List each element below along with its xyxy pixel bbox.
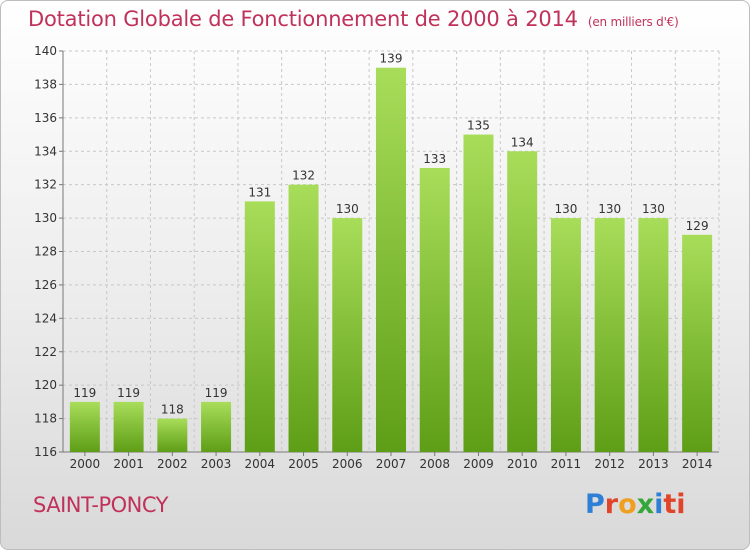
bar xyxy=(594,218,625,452)
y-tick-label: 138 xyxy=(34,77,57,91)
x-tick-label: 2014 xyxy=(682,457,713,471)
data-label: 119 xyxy=(73,386,96,400)
data-label: 135 xyxy=(467,119,490,133)
bar xyxy=(201,401,232,452)
bar xyxy=(376,67,406,452)
data-label: 129 xyxy=(686,219,709,233)
chart-title-text: Dotation Globale de Fonctionnement de 20… xyxy=(28,7,578,31)
bar xyxy=(419,167,450,453)
proxiti-logo: Proxiti xyxy=(585,489,686,520)
x-tick-label: 2007 xyxy=(376,457,407,471)
labels: 116 118 120 122 124 126 128 130 132 134 136 138 140 1… xyxy=(34,44,712,471)
bar xyxy=(682,234,713,452)
y-tick-label: 126 xyxy=(34,278,57,292)
x-tick-label: 2009 xyxy=(463,457,494,471)
x-tick-label: 2013 xyxy=(638,457,669,471)
y-tick-label: 124 xyxy=(34,311,57,325)
data-label: 132 xyxy=(292,169,315,183)
data-label: 119 xyxy=(205,386,228,400)
chart-title: Dotation Globale de Fonctionnement de 20… xyxy=(28,7,679,31)
logo-letter: x xyxy=(636,489,655,520)
x-tick-label: 2001 xyxy=(113,457,144,471)
x-tick-label: 2003 xyxy=(201,457,232,471)
y-tick-label: 134 xyxy=(34,144,57,158)
data-label: 119 xyxy=(117,386,140,400)
data-label: 133 xyxy=(423,152,446,166)
data-label: 130 xyxy=(336,202,359,216)
logo-letter: P xyxy=(585,489,605,520)
y-tick-label: 120 xyxy=(34,378,57,392)
bar xyxy=(157,418,188,452)
x-tick-label: 2002 xyxy=(157,457,188,471)
commune-name: SAINT-PONCY xyxy=(33,493,169,517)
x-tick-label: 2010 xyxy=(507,457,538,471)
logo-letter: ti xyxy=(663,489,686,520)
x-tick-label: 2011 xyxy=(551,457,582,471)
data-label: 130 xyxy=(554,202,577,216)
x-tick-label: 2005 xyxy=(288,457,319,471)
chart-unit: (en milliers d'€) xyxy=(587,15,679,29)
data-label: 130 xyxy=(642,202,665,216)
bar xyxy=(332,218,363,452)
bar xyxy=(69,401,100,452)
bar xyxy=(550,218,581,452)
x-tick-label: 2000 xyxy=(70,457,101,471)
data-label: 131 xyxy=(248,185,271,199)
bar xyxy=(113,401,144,452)
logo-letter: r xyxy=(604,489,619,520)
data-label: 118 xyxy=(161,403,184,417)
bar xyxy=(244,201,275,452)
y-tick-label: 130 xyxy=(34,211,57,225)
x-tick-label: 2006 xyxy=(332,457,363,471)
data-label: 130 xyxy=(598,202,621,216)
logo-letter: o xyxy=(618,489,637,520)
data-label: 134 xyxy=(511,135,534,149)
bars xyxy=(69,67,713,453)
y-tick-label: 118 xyxy=(34,412,57,426)
y-tick-label: 136 xyxy=(34,111,57,125)
x-tick-label: 2012 xyxy=(594,457,625,471)
bar xyxy=(463,134,494,452)
y-tick-label: 140 xyxy=(34,44,57,58)
y-tick-label: 122 xyxy=(34,345,57,359)
y-tick-label: 128 xyxy=(34,245,57,259)
bar xyxy=(288,184,319,452)
bar xyxy=(507,151,538,452)
bar xyxy=(638,218,669,452)
y-tick-label: 116 xyxy=(34,445,57,459)
logo-letter: i xyxy=(654,489,664,520)
x-tick-label: 2008 xyxy=(419,457,450,471)
x-tick-label: 2004 xyxy=(245,457,276,471)
y-tick-label: 132 xyxy=(34,178,57,192)
data-label: 139 xyxy=(380,52,403,66)
